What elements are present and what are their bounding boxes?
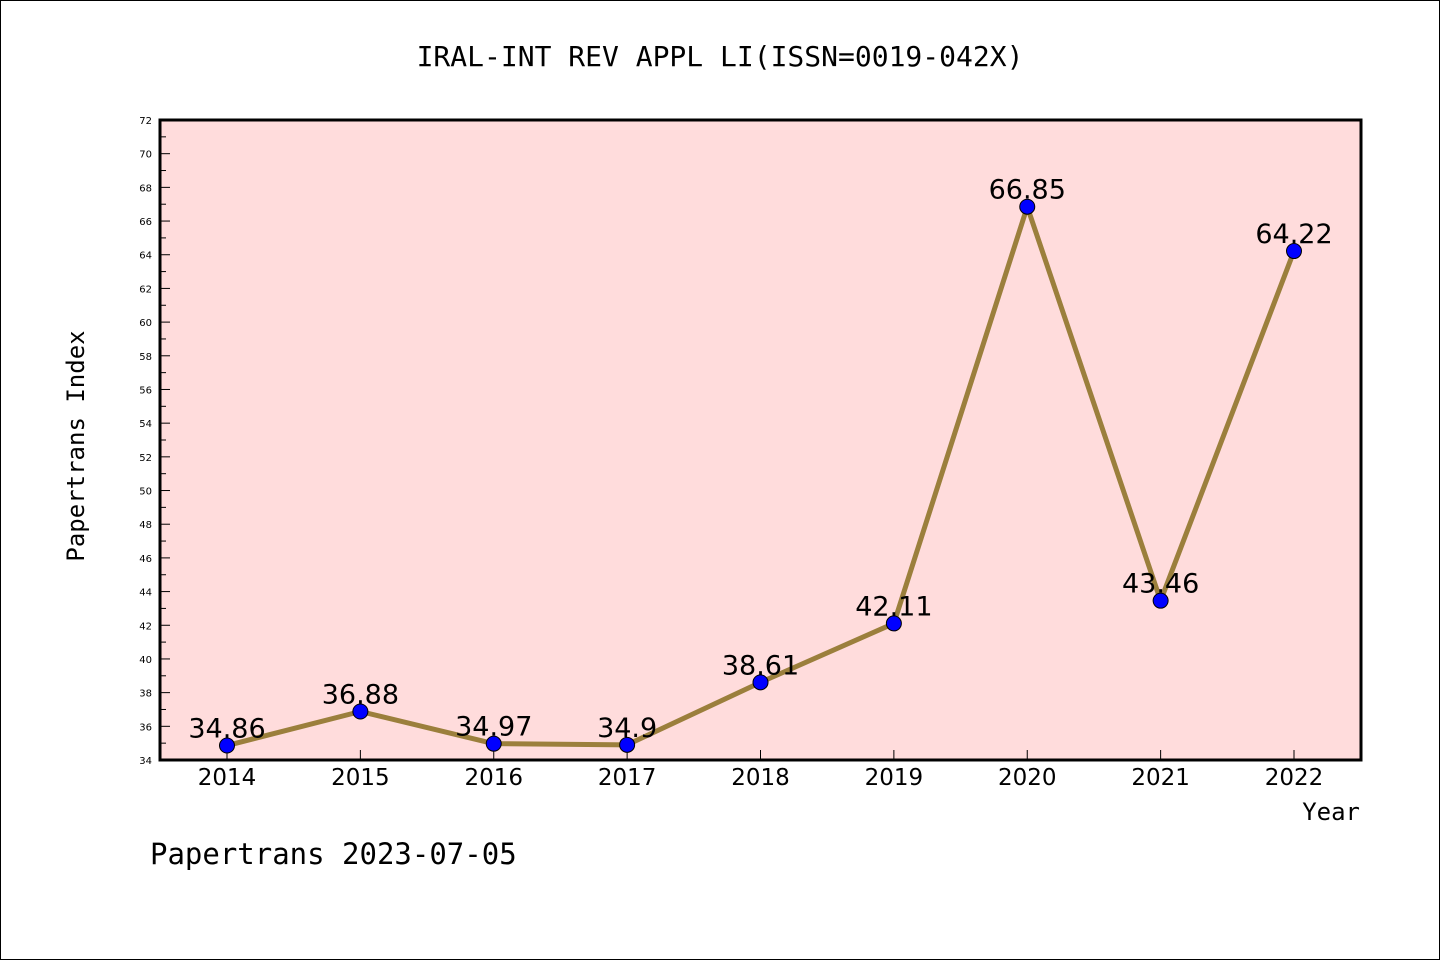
data-labels: 34.86 36.88 34.97 34.9 38.61 42.11 66.85 43.46 6… — [188, 175, 1332, 745]
data-label: 34.86 — [188, 714, 265, 745]
data-point-marker — [752, 674, 769, 691]
y-tick-label: 50 — [139, 487, 152, 498]
y-tick-label: 66 — [139, 217, 152, 228]
y-tick-label: 42 — [139, 621, 152, 632]
chart-title: IRAL-INT REV APPL LI(ISSN=0019-042X) — [417, 40, 1024, 73]
data-point-marker — [352, 703, 369, 720]
x-tick-label: 2020 — [998, 765, 1057, 791]
y-tick-label: 46 — [139, 554, 152, 565]
y-tick-label: 68 — [139, 183, 152, 194]
data-label: 34.97 — [455, 712, 532, 743]
x-tick-label: 2019 — [865, 765, 924, 791]
y-tick-label: 62 — [139, 284, 152, 295]
x-tick-label: 2022 — [1265, 765, 1324, 791]
data-point-marker — [885, 615, 902, 632]
y-tick-label: 44 — [139, 588, 152, 599]
x-tick-label: 2017 — [598, 765, 657, 791]
data-label: 34.9 — [597, 713, 657, 744]
y-tick-label: 34 — [139, 756, 152, 767]
data-label: 64.22 — [1255, 219, 1332, 250]
data-points — [219, 198, 1302, 754]
data-label: 38.61 — [722, 650, 799, 681]
x-tick-label: 2015 — [331, 765, 390, 791]
data-label: 42.11 — [855, 591, 932, 622]
data-point-marker — [1019, 198, 1036, 215]
y-tick-label: 64 — [139, 251, 152, 262]
plot-area — [158, 118, 1363, 762]
footer-text: Papertrans 2023-07-05 — [150, 837, 517, 871]
data-point-marker — [619, 736, 636, 753]
y-tick-label: 58 — [139, 352, 152, 363]
y-tick-label: 40 — [139, 655, 152, 666]
data-label: 43.46 — [1122, 569, 1199, 600]
data-point-marker — [1286, 243, 1302, 260]
y-tick-label: 52 — [139, 453, 152, 464]
x-tick-label: 2021 — [1131, 765, 1190, 791]
data-point-marker — [219, 737, 235, 754]
y-tick-label: 48 — [139, 520, 152, 531]
x-axis-label: Year — [1302, 798, 1360, 826]
y-axis-label: Papertrans Index — [62, 330, 90, 561]
y-tick-label: 60 — [139, 318, 152, 329]
x-tick-label: 2018 — [731, 765, 790, 791]
y-tick-label: 70 — [139, 150, 152, 161]
y-tick-label: 36 — [139, 722, 152, 733]
x-tick-label: 2014 — [198, 765, 257, 791]
y-tick-label: 38 — [139, 689, 152, 700]
y-tick-label: 54 — [139, 419, 152, 430]
y-tick-label: 56 — [139, 385, 152, 396]
y-tick-label: 72 — [139, 116, 152, 127]
data-point-marker — [1152, 592, 1169, 609]
x-axis: 2014 2015 2016 2017 2018 2019 2020 2021 2022 — [198, 750, 1324, 791]
y-axis: 34 36 38 40 42 44 46 48 50 52 54 56 58 60 62 64 66 68 70 72 — [139, 116, 170, 767]
data-label: 36.88 — [322, 679, 399, 710]
data-point-marker — [485, 735, 502, 752]
data-label: 66.85 — [989, 175, 1066, 206]
x-tick-label: 2016 — [464, 765, 523, 791]
